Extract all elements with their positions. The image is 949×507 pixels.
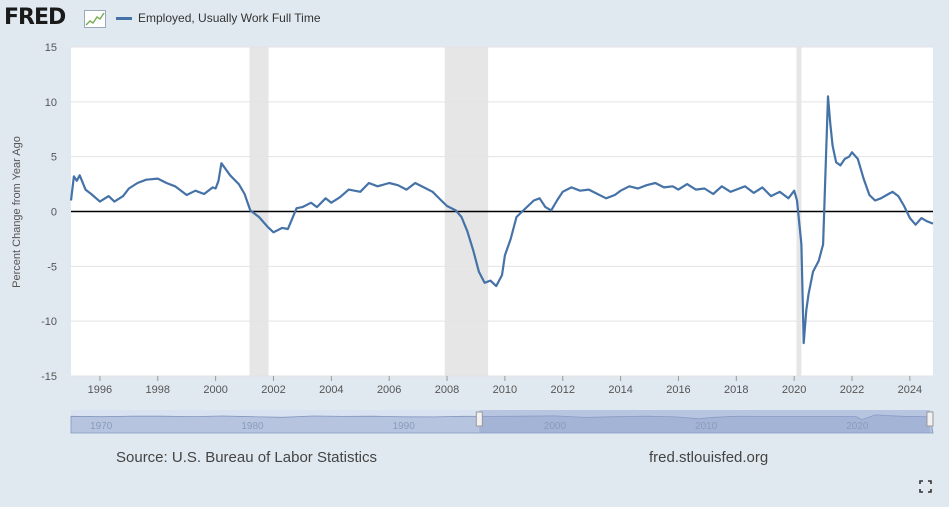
- legend-swatch: [116, 17, 132, 21]
- navigator-year-label: 2020: [846, 421, 869, 432]
- fred-logo[interactable]: FRED: [4, 5, 66, 30]
- time-navigator[interactable]: 1970 1980 1990 2000 2010 2020: [70, 410, 934, 434]
- fullscreen-icon[interactable]: [919, 480, 932, 493]
- x-tick-label: 1998: [146, 384, 170, 396]
- y-tick-label: -5: [47, 261, 57, 273]
- x-tick-label: 2022: [840, 384, 864, 396]
- navigator-year-label: 2000: [544, 421, 567, 432]
- x-tick-label: 2002: [261, 384, 285, 396]
- navigator-handle-left[interactable]: [475, 411, 483, 427]
- x-tick-label: 1996: [88, 384, 112, 396]
- legend: Employed, Usually Work Full Time: [116, 11, 321, 25]
- legend-label: Employed, Usually Work Full Time: [138, 11, 321, 25]
- y-tick-label: -15: [41, 371, 57, 383]
- y-tick-label: 15: [45, 42, 57, 54]
- y-tick-label: 5: [51, 152, 57, 164]
- navigator-series-area: [70, 414, 934, 434]
- x-tick-label: 2012: [551, 384, 575, 396]
- navigator-selected-range[interactable]: [479, 410, 930, 433]
- navigator-year-label: 1970: [90, 421, 113, 432]
- navigator-year-label: 2010: [695, 421, 718, 432]
- x-tick-label: 2018: [724, 384, 748, 396]
- navigator-year-label: 1990: [393, 421, 416, 432]
- navigator-year-label: 1980: [241, 421, 264, 432]
- x-tick-label: 2004: [319, 384, 343, 396]
- x-tick-label: 2016: [666, 384, 690, 396]
- chart-line-icon: [84, 10, 106, 28]
- chart-header: FRED Employed, Usually Work Full Time: [0, 0, 949, 40]
- x-tick-label: 2000: [203, 384, 227, 396]
- chart: 15 10 5 0 -5 -10 -15 1996 1998 2000 2002 2004 2006 2…: [11, 42, 934, 434]
- y-tick-label: 10: [45, 97, 57, 109]
- source-label: Source: U.S. Bureau of Labor Statistics: [116, 449, 377, 466]
- x-tick-label: 2020: [782, 384, 806, 396]
- x-tick-label: 2008: [435, 384, 459, 396]
- x-tick-label: 2006: [377, 384, 401, 396]
- y-axis-label: Percent Change from Year Ago: [11, 136, 23, 288]
- x-tick-label: 2024: [898, 384, 922, 396]
- y-tick-label: 0: [51, 207, 57, 219]
- fred-url[interactable]: fred.stlouisfed.org: [649, 449, 769, 466]
- series-line-employed-full-time: [69, 95, 934, 345]
- y-tick-label: -10: [41, 316, 57, 328]
- x-tick-label: 2010: [493, 384, 517, 396]
- navigator-handle-right[interactable]: [926, 411, 934, 427]
- x-tick-label: 2014: [608, 384, 632, 396]
